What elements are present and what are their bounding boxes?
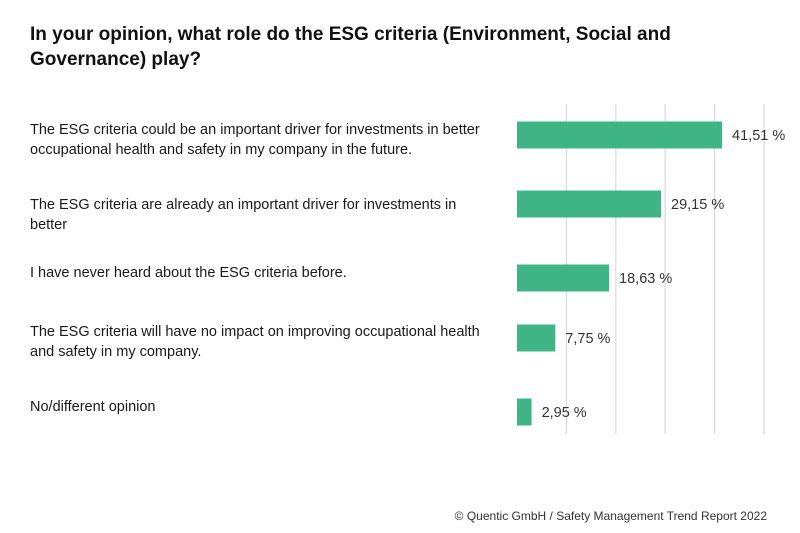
value-label-2: 29,15 % (671, 197, 724, 213)
bar-2 (517, 190, 662, 218)
category-label-2: The ESG criteria are already an importan… (30, 197, 457, 233)
value-label-5: 2,95 % (542, 405, 587, 421)
bar-1 (517, 121, 723, 149)
category-label-1: The ESG criteria could be an important d… (30, 122, 480, 158)
category-label-5: No/different opinion (30, 399, 156, 415)
bar-4 (517, 324, 556, 352)
value-label-1: 41,51 % (732, 128, 785, 144)
source-footer: © Quentic GmbH / Safety Management Trend… (454, 509, 767, 523)
value-label-3: 18,63 % (619, 271, 672, 287)
bar-5 (517, 398, 532, 426)
category-label-3: I have never heard about the ESG criteri… (30, 265, 347, 281)
category-label-4: The ESG criteria will have no impact on … (30, 324, 480, 360)
chart-title: In your opinion, what role do the ESG cr… (30, 24, 671, 70)
bar-3 (517, 264, 610, 292)
value-label-4: 7,75 % (565, 331, 610, 347)
